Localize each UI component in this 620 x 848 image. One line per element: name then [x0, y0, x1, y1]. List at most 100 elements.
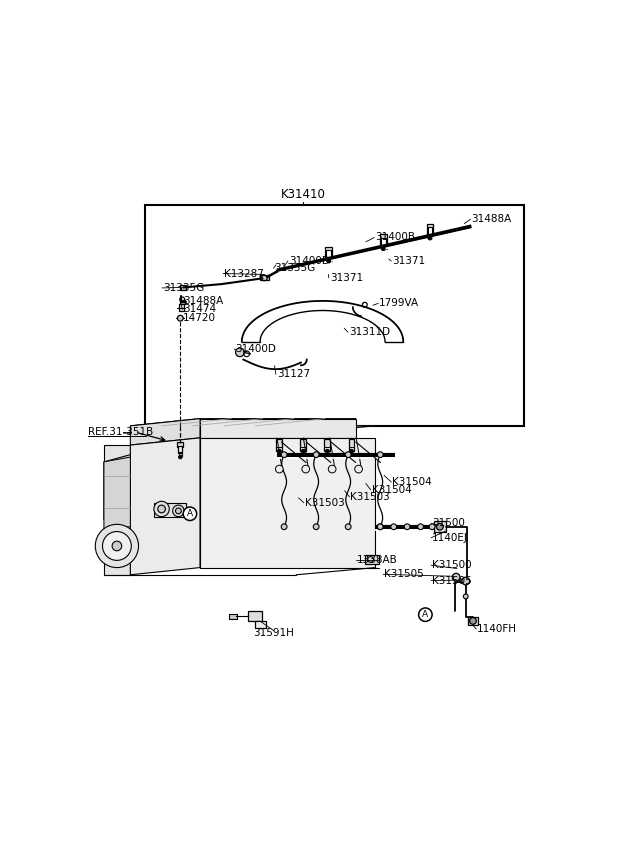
Circle shape [112, 541, 122, 550]
Text: 31488A: 31488A [471, 215, 511, 224]
Polygon shape [104, 457, 130, 529]
Circle shape [350, 449, 353, 453]
Bar [277, 439, 282, 451]
Text: REF.31-351B: REF.31-351B [88, 427, 153, 437]
Bar [348, 439, 354, 451]
Text: K31503: K31503 [350, 492, 390, 502]
Text: 1799VA: 1799VA [379, 298, 419, 309]
Circle shape [301, 449, 305, 453]
Circle shape [281, 452, 287, 458]
Text: K13287: K13287 [224, 269, 264, 278]
Polygon shape [130, 419, 356, 426]
Text: K31410: K31410 [281, 188, 326, 202]
Text: 31591H: 31591H [253, 628, 294, 639]
Text: K31505: K31505 [432, 576, 472, 586]
Text: 31127: 31127 [277, 370, 310, 379]
Circle shape [157, 505, 166, 513]
Circle shape [302, 466, 309, 473]
Text: 31400B: 31400B [289, 256, 329, 266]
Bar [301, 439, 306, 451]
Circle shape [404, 524, 410, 530]
Bar [428, 227, 432, 234]
Text: 31371: 31371 [330, 273, 363, 283]
Circle shape [313, 452, 319, 458]
Bar [229, 614, 237, 619]
Text: 1140EJ: 1140EJ [432, 533, 468, 543]
Polygon shape [130, 438, 200, 575]
Text: 31474: 31474 [184, 304, 216, 314]
Circle shape [418, 608, 432, 622]
Text: 31335G: 31335G [163, 283, 204, 293]
Circle shape [378, 524, 383, 530]
Circle shape [172, 505, 184, 516]
Text: 31400D: 31400D [235, 344, 276, 354]
Polygon shape [104, 455, 130, 520]
Circle shape [378, 452, 383, 458]
Bar [179, 447, 182, 453]
Text: A: A [422, 611, 428, 619]
Text: 14720: 14720 [184, 313, 216, 323]
Bar [177, 442, 184, 448]
Circle shape [95, 524, 138, 567]
Circle shape [184, 507, 197, 521]
Circle shape [154, 501, 169, 516]
Circle shape [391, 524, 397, 530]
Circle shape [462, 577, 469, 585]
Circle shape [275, 466, 283, 473]
Bar [467, 616, 478, 625]
Polygon shape [200, 419, 356, 438]
Circle shape [355, 466, 363, 473]
Circle shape [329, 466, 336, 473]
Circle shape [381, 247, 385, 250]
Polygon shape [130, 419, 200, 445]
Circle shape [179, 455, 182, 459]
Bar [381, 238, 386, 245]
Bar [180, 285, 186, 290]
Bar [248, 611, 262, 622]
Text: 31500: 31500 [432, 518, 465, 528]
Polygon shape [123, 426, 376, 433]
Text: K31505: K31505 [384, 569, 424, 579]
Polygon shape [200, 438, 376, 567]
Bar [255, 621, 266, 628]
Circle shape [345, 452, 351, 458]
Circle shape [418, 524, 423, 530]
Circle shape [281, 524, 287, 530]
Circle shape [428, 236, 432, 240]
Circle shape [463, 594, 468, 599]
Bar [326, 250, 331, 257]
Text: 31488A: 31488A [184, 296, 223, 306]
Bar [427, 224, 433, 238]
Text: 31400B: 31400B [376, 232, 415, 243]
Bar [365, 555, 379, 564]
Circle shape [429, 524, 435, 530]
Bar [260, 276, 268, 280]
Circle shape [236, 348, 244, 357]
Text: 31311D: 31311D [349, 327, 390, 338]
Bar [179, 452, 182, 456]
Text: 1338AB: 1338AB [357, 555, 398, 566]
Text: 31335G: 31335G [275, 263, 316, 273]
Circle shape [327, 259, 330, 263]
Circle shape [345, 524, 351, 530]
Bar [326, 247, 332, 261]
Text: 1140FH: 1140FH [477, 624, 517, 634]
Bar [154, 503, 185, 517]
Circle shape [452, 573, 460, 581]
Circle shape [313, 524, 319, 530]
Circle shape [326, 449, 329, 453]
Bar [145, 205, 525, 426]
Text: K31504: K31504 [371, 485, 411, 494]
Text: K31503: K31503 [305, 498, 345, 508]
Circle shape [177, 315, 184, 321]
Bar [380, 234, 387, 248]
Text: K31500: K31500 [432, 561, 472, 570]
Circle shape [378, 524, 383, 530]
Polygon shape [104, 445, 130, 575]
Circle shape [436, 523, 443, 530]
Circle shape [102, 532, 131, 561]
Bar [324, 439, 330, 451]
Bar [179, 304, 184, 311]
Bar [434, 522, 446, 532]
Circle shape [277, 449, 281, 453]
